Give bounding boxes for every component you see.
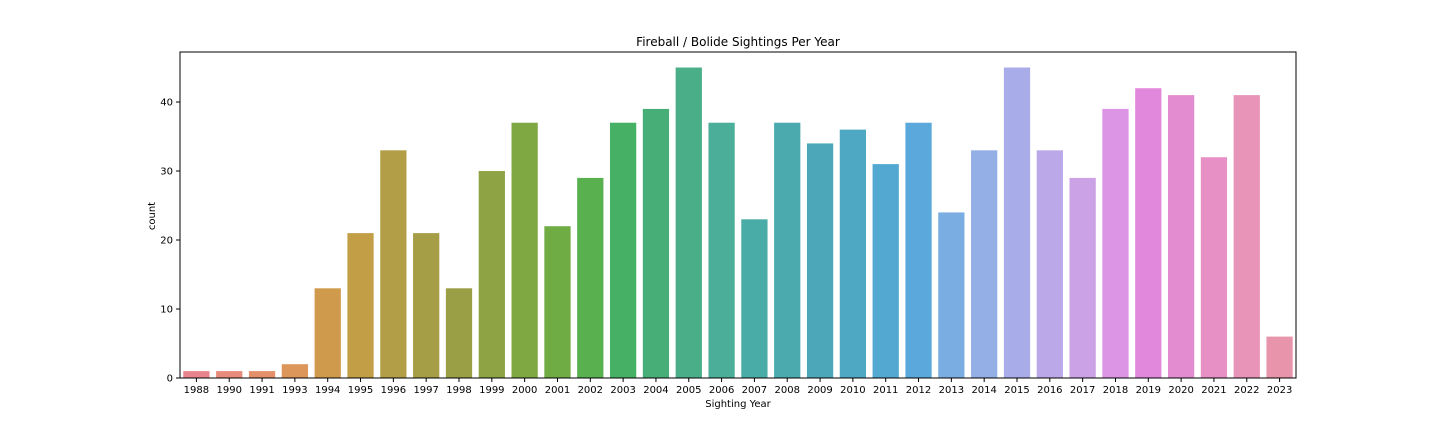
x-tick-label: 1988 bbox=[184, 385, 209, 396]
x-tick-label: 2019 bbox=[1136, 385, 1161, 396]
x-tick-label: 2020 bbox=[1168, 385, 1193, 396]
x-tick-label: 2021 bbox=[1201, 385, 1226, 396]
x-tick-label: 2011 bbox=[873, 385, 898, 396]
bar-2009 bbox=[806, 143, 834, 378]
bars-group bbox=[183, 67, 1293, 379]
x-tick-label: 1999 bbox=[479, 385, 504, 396]
bar-2003 bbox=[609, 122, 637, 378]
bar-2001 bbox=[544, 226, 571, 378]
x-tick-label: 2018 bbox=[1103, 385, 1128, 396]
x-tick-label: 1996 bbox=[381, 385, 406, 396]
bar-1988 bbox=[183, 371, 210, 378]
bar-1999 bbox=[478, 171, 505, 378]
x-tick-label: 2008 bbox=[775, 385, 800, 396]
x-tick-label: 2016 bbox=[1037, 385, 1062, 396]
bar-2018 bbox=[1102, 108, 1129, 379]
x-tick-label: 2002 bbox=[578, 385, 603, 396]
y-tick-label: 30 bbox=[160, 167, 173, 178]
x-tick-label: 2017 bbox=[1070, 385, 1095, 396]
x-tick-label: 2001 bbox=[545, 385, 570, 396]
x-tick-label: 1991 bbox=[249, 385, 274, 396]
x-tick-label: 1990 bbox=[217, 385, 242, 396]
x-tick-label: 2004 bbox=[643, 385, 668, 396]
y-tick-label: 40 bbox=[160, 98, 173, 109]
bar-2000 bbox=[511, 122, 538, 378]
bar-2015 bbox=[1003, 67, 1031, 379]
x-tick-label: 2003 bbox=[610, 385, 635, 396]
x-axis: 1988 1990 1991 1993 1994 1995 1996 1997 1998 1999… bbox=[184, 378, 1292, 396]
bar-2016 bbox=[1036, 150, 1063, 378]
bar-1997 bbox=[413, 233, 440, 378]
plot-frame bbox=[179, 51, 1297, 379]
bar-2014 bbox=[971, 150, 998, 378]
bar-2006 bbox=[708, 122, 735, 378]
chart-title: Fireball / Bolide Sightings Per Year bbox=[636, 35, 840, 49]
bar-2004 bbox=[642, 108, 670, 379]
x-tick-label: 2009 bbox=[807, 385, 832, 396]
x-tick-label: 2023 bbox=[1267, 385, 1292, 396]
bar-2022 bbox=[1233, 95, 1260, 378]
bar-1995 bbox=[347, 233, 374, 378]
bar-2008 bbox=[774, 122, 801, 378]
x-tick-label: 1995 bbox=[348, 385, 373, 396]
x-tick-label: 1998 bbox=[446, 385, 471, 396]
bar-1991 bbox=[248, 371, 276, 378]
x-tick-label: 1993 bbox=[282, 385, 307, 396]
x-tick-label: 2006 bbox=[709, 385, 734, 396]
bar-2013 bbox=[938, 212, 965, 378]
bar-2010 bbox=[839, 129, 867, 378]
x-tick-label: 2000 bbox=[512, 385, 537, 396]
bar-1998 bbox=[445, 288, 473, 378]
y-axis-label: count bbox=[147, 202, 158, 230]
bar-2017 bbox=[1069, 177, 1096, 378]
bar-1990 bbox=[216, 371, 243, 378]
bar-2019 bbox=[1135, 88, 1162, 378]
x-tick-label: 2015 bbox=[1004, 385, 1029, 396]
y-axis: 0 10 20 30 40 bbox=[160, 98, 180, 385]
bar-2020 bbox=[1167, 95, 1195, 378]
bar-2002 bbox=[577, 177, 604, 378]
bar-1994 bbox=[314, 288, 341, 378]
x-tick-label: 2007 bbox=[742, 385, 767, 396]
x-tick-label: 1994 bbox=[315, 385, 340, 396]
y-tick-label: 0 bbox=[167, 374, 173, 385]
bar-1996 bbox=[380, 150, 407, 378]
bar-2011 bbox=[872, 164, 899, 378]
x-axis-label: Sighting Year bbox=[705, 399, 771, 410]
x-tick-label: 2014 bbox=[971, 385, 996, 396]
y-tick-label: 10 bbox=[160, 305, 173, 316]
x-tick-label: 2013 bbox=[939, 385, 964, 396]
bar-2023 bbox=[1266, 336, 1293, 378]
y-tick-label: 20 bbox=[160, 236, 173, 247]
x-tick-label: 2012 bbox=[906, 385, 931, 396]
x-tick-label: 2022 bbox=[1234, 385, 1259, 396]
bar-1993 bbox=[281, 364, 309, 378]
bar-2012 bbox=[905, 122, 932, 378]
x-tick-label: 1997 bbox=[413, 385, 438, 396]
x-tick-label: 2010 bbox=[840, 385, 865, 396]
bar-2007 bbox=[741, 219, 768, 378]
bar-2005 bbox=[675, 67, 702, 379]
bar-2021 bbox=[1200, 157, 1228, 378]
x-tick-label: 2005 bbox=[676, 385, 701, 396]
